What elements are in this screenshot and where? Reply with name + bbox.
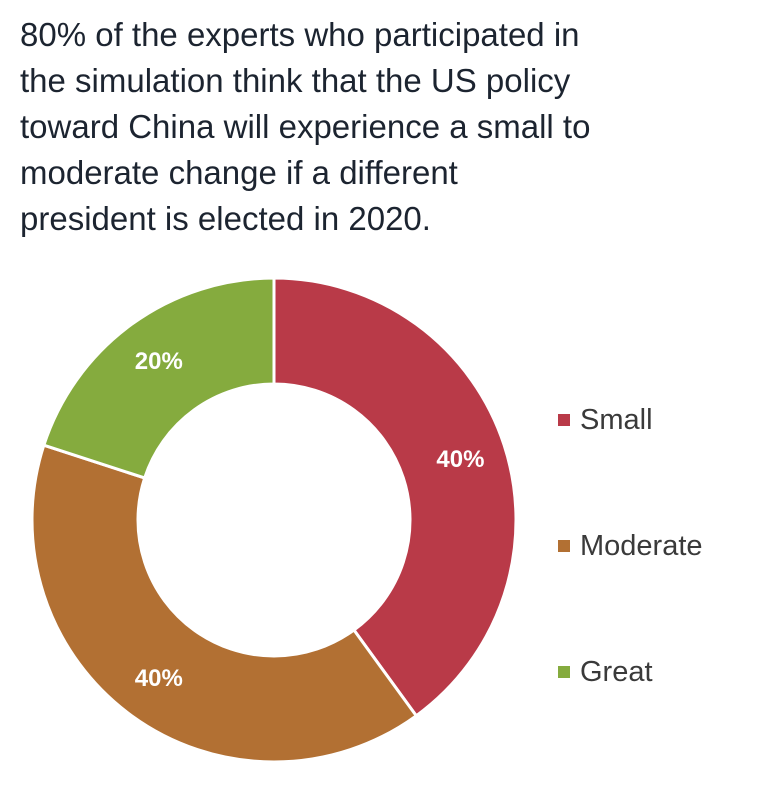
title-line-1: 80% of the experts who participated in	[20, 16, 580, 53]
legend-swatch-moderate	[558, 540, 570, 552]
slice-small	[272, 276, 518, 718]
legend-swatch-great	[558, 666, 570, 678]
title-line-5: president is elected in 2020.	[20, 200, 431, 237]
legend-swatch-small	[558, 414, 570, 426]
title-line-4: moderate change if a different	[20, 154, 458, 191]
legend-label-small: Small	[580, 403, 653, 436]
slice-label-small: 40%	[436, 446, 484, 473]
slice-label-moderate: 40%	[135, 665, 183, 692]
legend-label-great: Great	[580, 655, 653, 688]
slice-label-great: 20%	[135, 348, 183, 375]
legend-item-great: Great	[558, 652, 703, 692]
title-line-2: the simulation think that the US policy	[20, 62, 571, 99]
legend-label-moderate: Moderate	[580, 529, 703, 562]
chart-legend: Small Moderate Great	[558, 400, 703, 692]
slice-great	[42, 276, 276, 480]
title-line-3: toward China will experience a small to	[20, 108, 591, 145]
chart-title: 80% of the experts who participated in t…	[20, 12, 740, 242]
legend-item-moderate: Moderate	[558, 526, 703, 566]
slice-moderate	[30, 443, 418, 764]
legend-item-small: Small	[558, 400, 703, 440]
